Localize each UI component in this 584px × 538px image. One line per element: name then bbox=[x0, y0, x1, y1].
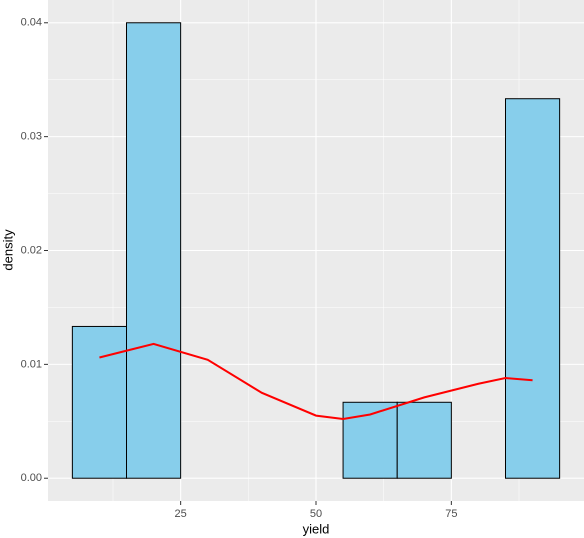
x-tick-label: 75 bbox=[445, 508, 457, 520]
bar bbox=[71, 325, 128, 479]
density-curve bbox=[99, 342, 533, 421]
x-tick-label: 50 bbox=[310, 508, 322, 520]
y-tick-label: 0.04 bbox=[21, 17, 42, 29]
y-tick-label: 0.00 bbox=[21, 472, 42, 484]
bar bbox=[396, 401, 452, 479]
x-axis-title: yield bbox=[303, 521, 330, 536]
y-tick-label: 0.01 bbox=[21, 358, 42, 370]
bar bbox=[504, 98, 561, 479]
y-tick-label: 0.02 bbox=[21, 244, 42, 256]
x-tick-label: 25 bbox=[175, 508, 187, 520]
y-axis-title: density bbox=[0, 229, 15, 271]
bar bbox=[126, 22, 182, 479]
y-tick-label: 0.03 bbox=[21, 131, 42, 143]
